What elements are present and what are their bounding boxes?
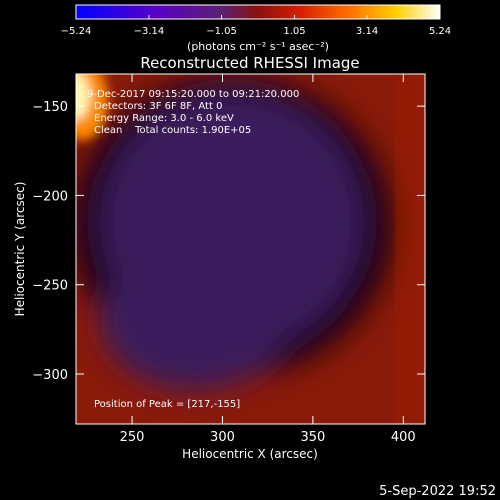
- heatmap-low-region-lower: [100, 250, 290, 390]
- annotation-method-counts: Clean Total counts: 1.90E+05: [94, 125, 251, 136]
- colorbar: −5.24 −3.14 −1.05 1.05 3.14 5.24 (photons cm⁻…: [61, 4, 451, 53]
- annotation-peak-position: Position of Peak = [217,-155]: [94, 399, 240, 410]
- heatmap-peak: [76, 74, 90, 120]
- y-axis-ticks: −150 −200 −250 −300: [32, 100, 425, 383]
- annotation-detectors: Detectors: 3F 6F 8F, Att 0: [94, 101, 222, 112]
- y-axis-label: Heliocentric Y (arcsec): [13, 182, 27, 317]
- footer-timestamp: 5-Sep-2022 19:52: [379, 484, 496, 499]
- x-axis-label: Heliocentric X (arcsec): [182, 447, 318, 461]
- x-tick-label: 250: [120, 430, 145, 445]
- annotation-energy: Energy Range: 3.0 - 6.0 keV: [94, 113, 234, 124]
- colorbar-gradient: [75, 4, 441, 20]
- colorbar-unit-label: (photons cm⁻² s⁻¹ asec⁻²): [187, 40, 329, 53]
- colorbar-ticks: −5.24 −3.14 −1.05 1.05 3.14 5.24: [61, 15, 451, 37]
- x-tick-label: 350: [300, 430, 325, 445]
- colorbar-tick-label: −1.05: [206, 26, 237, 37]
- chart-title: Reconstructed RHESSI Image: [140, 54, 359, 72]
- x-tick-label: 400: [391, 430, 416, 445]
- colorbar-tick-label: −5.24: [61, 26, 92, 37]
- x-tick-label: 300: [210, 430, 235, 445]
- colorbar-tick-label: 1.05: [283, 26, 305, 37]
- x-axis-ticks: 250 300 350 400: [120, 74, 416, 445]
- colorbar-tick-label: 3.14: [356, 26, 378, 37]
- plot-frame: [75, 73, 426, 425]
- y-tick-label: −300: [32, 368, 68, 383]
- y-tick-label: −200: [32, 189, 68, 204]
- colorbar-tick-label: −3.14: [134, 26, 165, 37]
- colorbar-tick-label: 5.24: [429, 26, 451, 37]
- y-tick-label: −250: [32, 279, 68, 294]
- heatmap-right-edge: [395, 74, 425, 424]
- heatmap-plot: [76, 74, 425, 424]
- y-tick-label: −150: [32, 100, 68, 115]
- annotation-time-range: 9-Dec-2017 09:15:20.000 to 09:21:20.000: [87, 89, 299, 100]
